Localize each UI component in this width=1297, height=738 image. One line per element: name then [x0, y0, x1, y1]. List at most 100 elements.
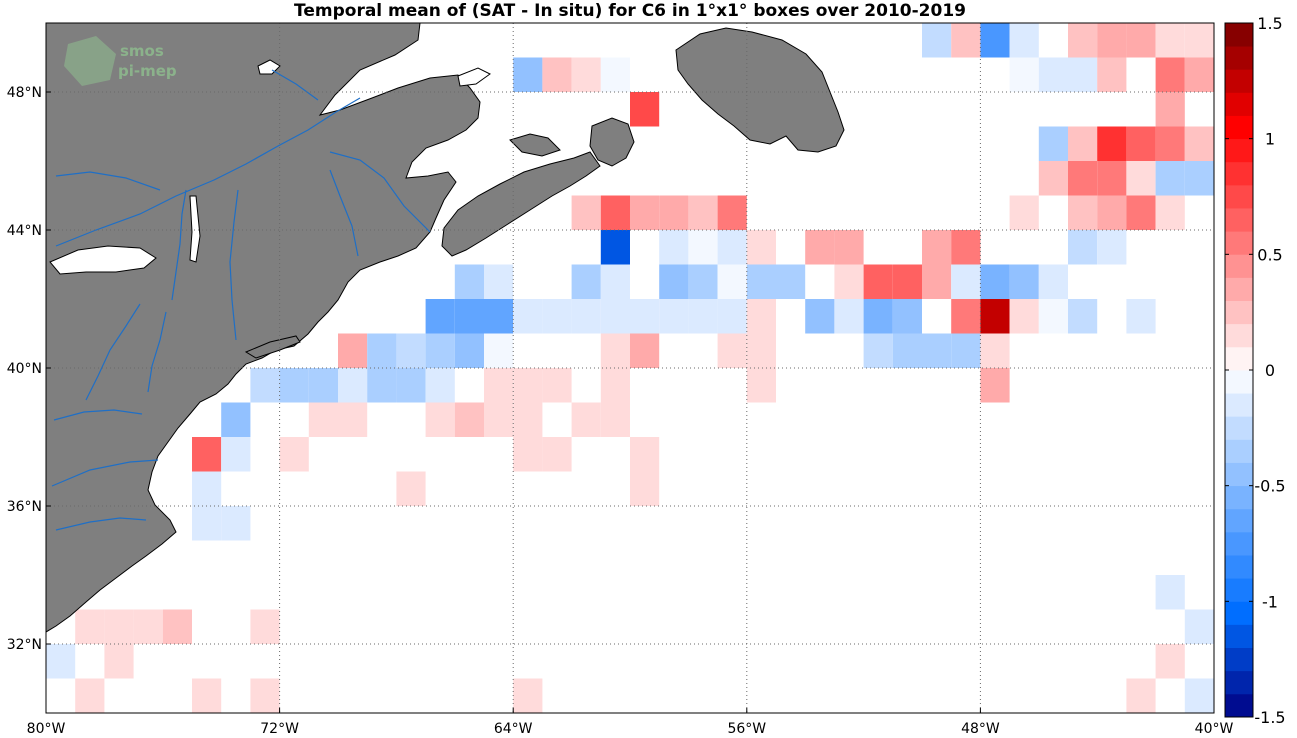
heatmap-cell [1097, 195, 1127, 230]
heatmap-cell [221, 402, 251, 437]
heatmap-cell [922, 264, 952, 299]
heatmap-cell [1184, 161, 1214, 196]
heatmap-cell [513, 299, 543, 334]
lon-tick-label: 40°W [1195, 721, 1234, 737]
heatmap-cell [571, 402, 601, 437]
land-layer [46, 23, 845, 633]
heatmap-cell [630, 333, 660, 368]
heatmap-cell [454, 333, 484, 368]
heatmap-cell [600, 195, 630, 230]
lake-champlain [189, 195, 201, 263]
heatmap-cell [367, 368, 397, 403]
heatmap-cell [688, 264, 718, 299]
heatmap-cell [805, 299, 835, 334]
lon-tick-label: 48°W [961, 721, 1000, 737]
heatmap-cell [454, 402, 484, 437]
heatmap-cell [1184, 126, 1214, 161]
heatmap-cell [104, 609, 134, 644]
heatmap-cell [600, 299, 630, 334]
heatmap-cell [980, 299, 1010, 334]
heatmap-cell [717, 333, 747, 368]
heatmap-cell [571, 264, 601, 299]
colorbar-segment [1225, 416, 1253, 440]
heatmap-cell [863, 299, 893, 334]
colorbar-segment [1225, 208, 1253, 232]
colorbar-segment [1225, 624, 1253, 648]
colorbar-segment [1225, 601, 1253, 625]
colorbar-segment [1225, 184, 1253, 209]
heatmap-cell [513, 437, 543, 472]
heatmap-cell [600, 230, 630, 265]
heatmap-cell [279, 368, 309, 403]
heatmap-cell [1097, 126, 1127, 161]
colorbar-segment [1225, 323, 1253, 348]
colorbar-segment [1225, 69, 1253, 93]
heatmap-cell [1068, 126, 1098, 161]
colorbar-tick-label: -1 [1262, 592, 1278, 611]
heatmap-cell [1155, 57, 1185, 92]
heatmap-cell [1009, 264, 1039, 299]
heatmap-cell [1126, 161, 1156, 196]
lat-tick-label: 36°N [7, 499, 42, 515]
colorbar-segment [1225, 531, 1253, 556]
heatmap-cell [659, 299, 689, 334]
heatmap-cell [776, 264, 806, 299]
heatmap-cell [630, 471, 660, 506]
colorbar-segment [1225, 555, 1253, 579]
heatmap-cell [834, 230, 864, 265]
heatmap-cell [484, 402, 514, 437]
heatmap-cell [600, 264, 630, 299]
heatmap-cell [250, 609, 280, 644]
heatmap-cell [892, 299, 922, 334]
heatmap-cell [162, 609, 192, 644]
colorbar-tick-label: 1.5 [1257, 14, 1282, 33]
colorbar-segment [1225, 578, 1253, 602]
heatmap-cell [279, 437, 309, 472]
heatmap-cell [425, 402, 455, 437]
colorbar-segment [1225, 647, 1253, 672]
heatmap-cell [834, 264, 864, 299]
heatmap-cell [1155, 644, 1185, 679]
colorbar-segment [1225, 439, 1253, 463]
rivers-layer [51, 69, 431, 531]
river-ottawa [55, 171, 161, 191]
heatmap-cell [630, 92, 660, 127]
logo-line1: smos [120, 42, 164, 60]
heatmap-cell [425, 299, 455, 334]
river-hudson [171, 189, 187, 301]
heatmap-cell [1184, 678, 1214, 713]
heatmap-cell [1155, 161, 1185, 196]
heatmap-cell [600, 402, 630, 437]
heatmap-cell [1097, 161, 1127, 196]
heatmap-cell [367, 333, 397, 368]
heatmap-cell [192, 678, 222, 713]
land-long-island [244, 335, 301, 359]
heatmap-cell [1155, 92, 1185, 127]
heatmap-cell [104, 644, 134, 679]
heatmap-cell [75, 609, 105, 644]
land-cape-breton [589, 117, 635, 167]
heatmap-cell [308, 368, 338, 403]
heatmap-cell [892, 264, 922, 299]
heatmap-cell [1038, 126, 1068, 161]
heatmap-cell [688, 195, 718, 230]
heatmap-cell [922, 333, 952, 368]
heatmap-cell [513, 678, 543, 713]
colorbar-segment [1225, 46, 1253, 70]
heatmap-cell [746, 230, 776, 265]
heatmap-cell [1038, 264, 1068, 299]
heatmap-cell [659, 230, 689, 265]
heatmap-cell [630, 437, 660, 472]
heatmap-cell [484, 333, 514, 368]
heatmap-cell [717, 299, 747, 334]
heatmap-cell [1038, 57, 1068, 92]
heatmap-cell [513, 402, 543, 437]
heatmap-cell [1038, 299, 1068, 334]
heatmap-cell [133, 609, 163, 644]
lat-tick-label: 44°N [7, 223, 42, 239]
heatmap-cell [396, 333, 426, 368]
lon-tick-label: 56°W [727, 721, 766, 737]
heatmap-cell [1184, 609, 1214, 644]
colorbar: 1.5 1 0.5 0 -0.5 -1 -1.5 [1224, 14, 1286, 727]
heatmap-cell [1068, 161, 1098, 196]
